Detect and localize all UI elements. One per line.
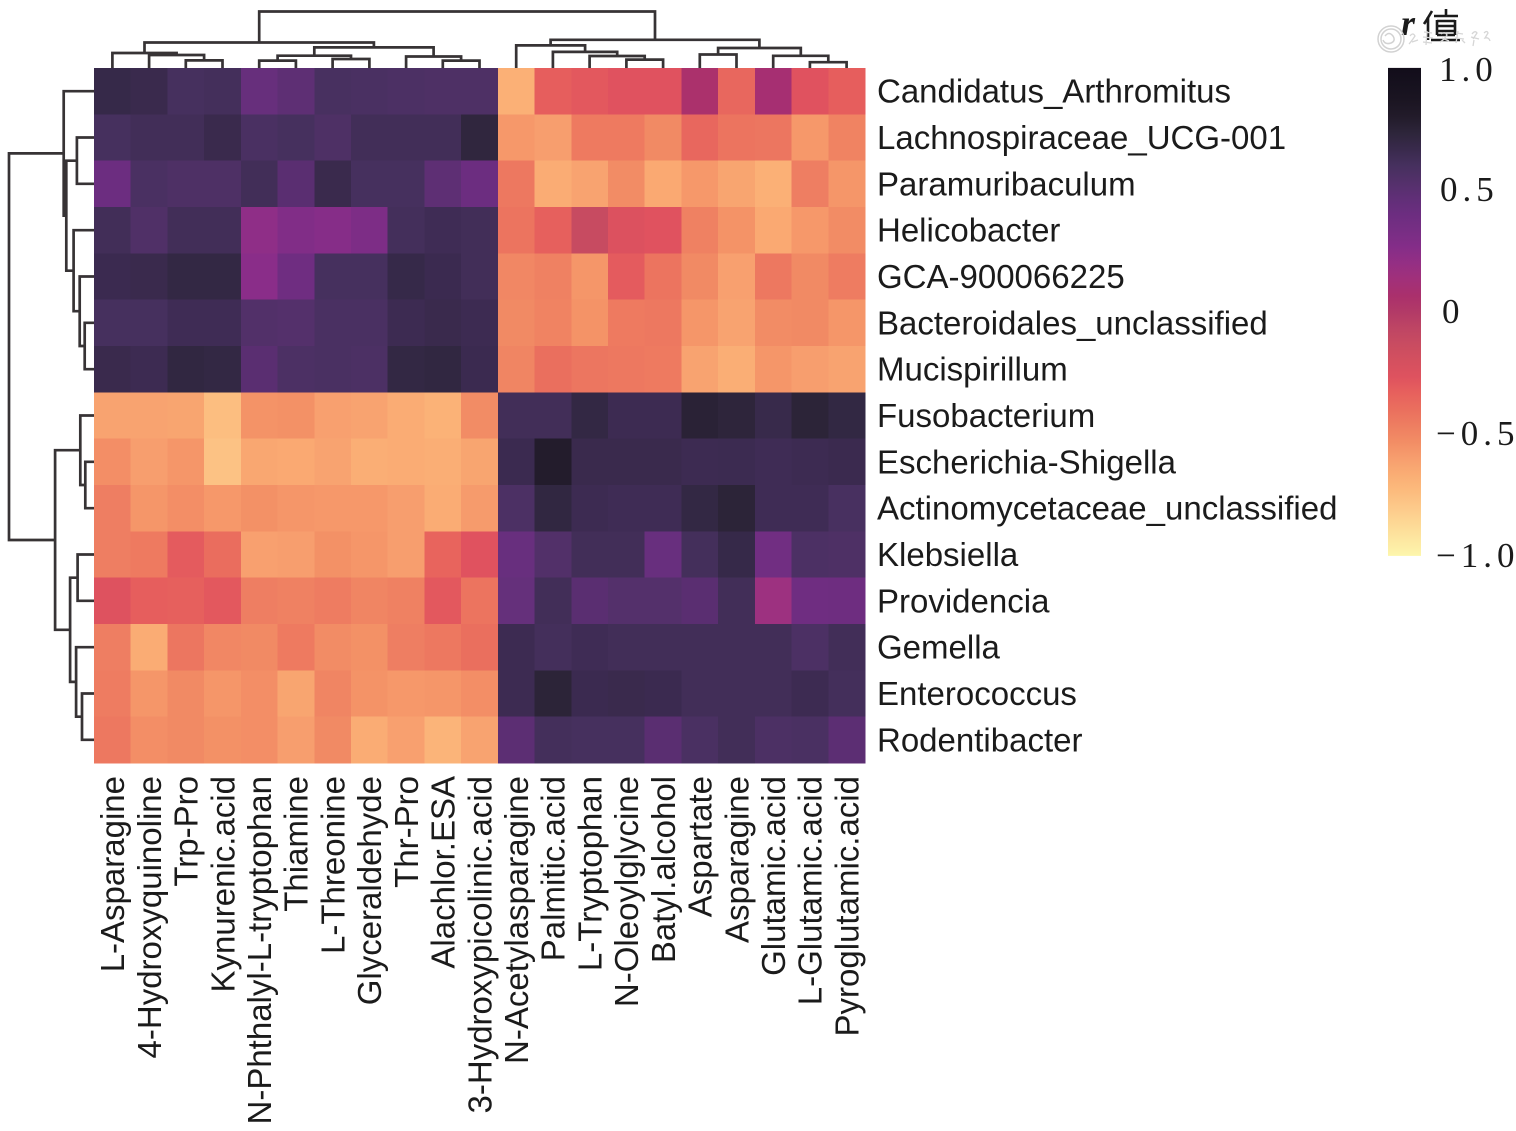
svg-text:3-Hydroxypicolinic.acid: 3-Hydroxypicolinic.acid — [461, 776, 498, 1113]
svg-text:Paramuribaculum: Paramuribaculum — [877, 165, 1136, 202]
svg-text:Thiamine: Thiamine — [278, 776, 315, 912]
svg-text:Batyl.alcohol: Batyl.alcohol — [645, 776, 682, 963]
svg-text:Lachnospiraceae_UCG-001: Lachnospiraceae_UCG-001 — [877, 119, 1286, 156]
svg-text:Providencia: Providencia — [877, 582, 1050, 619]
svg-text:Alachlor.ESA: Alachlor.ESA — [425, 776, 462, 969]
svg-text:Candidatus_Arthromitus: Candidatus_Arthromitus — [877, 73, 1231, 110]
svg-text:Klebsiella: Klebsiella — [877, 536, 1019, 573]
svg-text:Pyroglutamic.acid: Pyroglutamic.acid — [828, 776, 865, 1036]
svg-text:−1.0: −1.0 — [1436, 536, 1516, 575]
svg-text:Bacteroidales_unclassified: Bacteroidales_unclassified — [877, 304, 1268, 341]
svg-text:4-Hydroxyquinoline: 4-Hydroxyquinoline — [131, 776, 168, 1058]
svg-text:Enterococcus: Enterococcus — [877, 675, 1077, 712]
svg-text:−0.5: −0.5 — [1436, 414, 1516, 453]
svg-text:Glyceraldehyde: Glyceraldehyde — [351, 776, 388, 1005]
svg-text:Palmitic.acid: Palmitic.acid — [535, 776, 572, 961]
svg-text:GCA-900066225: GCA-900066225 — [877, 258, 1125, 295]
svg-text:L-Glutamic.acid: L-Glutamic.acid — [792, 776, 829, 1005]
svg-text:Actinomycetaceae_unclassified: Actinomycetaceae_unclassified — [877, 490, 1337, 527]
svg-text:r: r — [1401, 3, 1416, 43]
svg-text:1.0: 1.0 — [1439, 50, 1498, 89]
svg-text:L-Threonine: L-Threonine — [314, 776, 351, 954]
svg-text:N-Acetylasparagine: N-Acetylasparagine — [498, 776, 535, 1064]
svg-text:Mucispirillum: Mucispirillum — [877, 351, 1068, 388]
svg-text:0.5: 0.5 — [1440, 170, 1499, 209]
svg-text:0: 0 — [1442, 292, 1465, 331]
svg-text:Asparagine: Asparagine — [718, 776, 755, 943]
svg-text:Trp-Pro: Trp-Pro — [168, 776, 205, 887]
svg-text:Glutamic.acid: Glutamic.acid — [755, 776, 792, 976]
svg-text:Thr-Pro: Thr-Pro — [388, 776, 425, 888]
svg-text:Rodentibacter: Rodentibacter — [877, 721, 1082, 758]
svg-text:Kynurenic.acid: Kynurenic.acid — [204, 776, 241, 992]
svg-text:Helicobacter: Helicobacter — [877, 212, 1060, 249]
svg-text:Escherichia-Shigella: Escherichia-Shigella — [877, 443, 1177, 480]
svg-text:Gemella: Gemella — [877, 629, 1001, 666]
svg-text:N-Phthalyl-L-tryptophan: N-Phthalyl-L-tryptophan — [241, 776, 278, 1125]
svg-text:L-Asparagine: L-Asparagine — [94, 776, 131, 972]
svg-text:L-Tryptophan: L-Tryptophan — [571, 776, 608, 971]
svg-text:Aspartate: Aspartate — [682, 776, 719, 917]
svg-text:Fusobacterium: Fusobacterium — [877, 397, 1095, 434]
svg-text:N-Oleoylglycine: N-Oleoylglycine — [608, 776, 645, 1007]
